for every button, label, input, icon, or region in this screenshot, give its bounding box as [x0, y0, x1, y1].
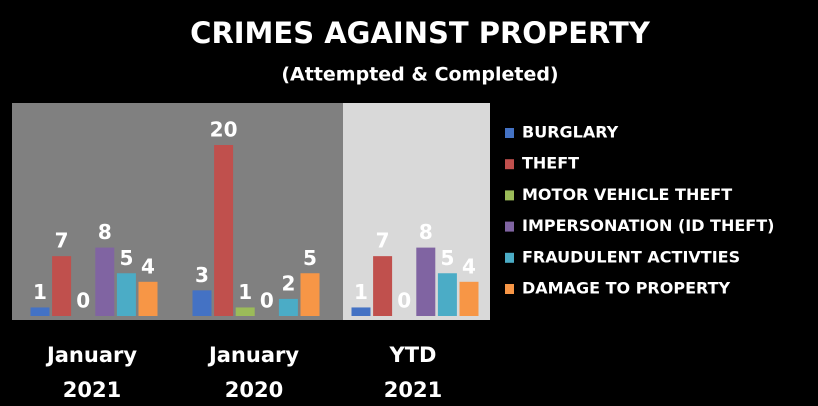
bar — [437, 273, 457, 316]
chart-title: CRIMES AGAINST PROPERTY — [190, 16, 651, 50]
bar — [192, 290, 212, 316]
legend-swatch — [505, 159, 514, 170]
bar — [52, 256, 72, 316]
chart-subtitle: (Attempted & Completed) — [281, 64, 558, 86]
data-label: 1 — [354, 280, 368, 304]
data-label: 5 — [440, 246, 454, 270]
data-label: 2 — [281, 271, 295, 295]
data-label: 0 — [397, 289, 411, 313]
data-label: 7 — [55, 229, 69, 253]
data-label: 4 — [141, 254, 155, 278]
x-tick-label: January 2021 — [46, 343, 138, 402]
x-tick-label: YTD 2021 — [383, 343, 443, 402]
bar — [235, 307, 255, 316]
data-label: 0 — [260, 289, 274, 313]
data-label: 1 — [33, 280, 47, 304]
data-label: 5 — [119, 246, 133, 270]
legend-swatch — [505, 221, 514, 232]
legend-label: DAMAGE TO PROPERTY — [522, 279, 731, 298]
x-tick-label: January 2020 — [208, 343, 300, 402]
bar — [351, 307, 371, 316]
data-label: 8 — [98, 220, 112, 244]
bar — [278, 298, 298, 316]
legend-swatch — [505, 284, 514, 294]
bar — [459, 281, 479, 316]
bar — [95, 247, 115, 316]
data-label: 8 — [419, 220, 433, 244]
legend-swatch — [505, 190, 514, 201]
bar — [138, 281, 158, 316]
data-label: 7 — [376, 229, 390, 253]
legend-label: MOTOR VEHICLE THEFT — [522, 185, 732, 204]
bar — [416, 247, 436, 316]
legend-swatch — [505, 252, 514, 263]
bar — [116, 273, 136, 316]
data-label: 1 — [238, 280, 252, 304]
data-label: 0 — [76, 289, 90, 313]
legend-label: THEFT — [522, 154, 579, 173]
data-label: 4 — [462, 254, 476, 278]
legend-swatch — [505, 128, 514, 138]
data-label: 20 — [210, 118, 238, 142]
bar — [214, 145, 234, 316]
bar — [300, 273, 320, 316]
legend-label: BURGLARY — [522, 123, 619, 142]
data-label: 3 — [195, 263, 209, 287]
data-label: 5 — [303, 246, 317, 270]
bar — [30, 307, 50, 316]
legend-label: IMPERSONATION (ID THEFT) — [522, 216, 774, 235]
legend-label: FRAUDULENT ACTIVTIES — [522, 247, 740, 266]
bar — [373, 256, 393, 316]
